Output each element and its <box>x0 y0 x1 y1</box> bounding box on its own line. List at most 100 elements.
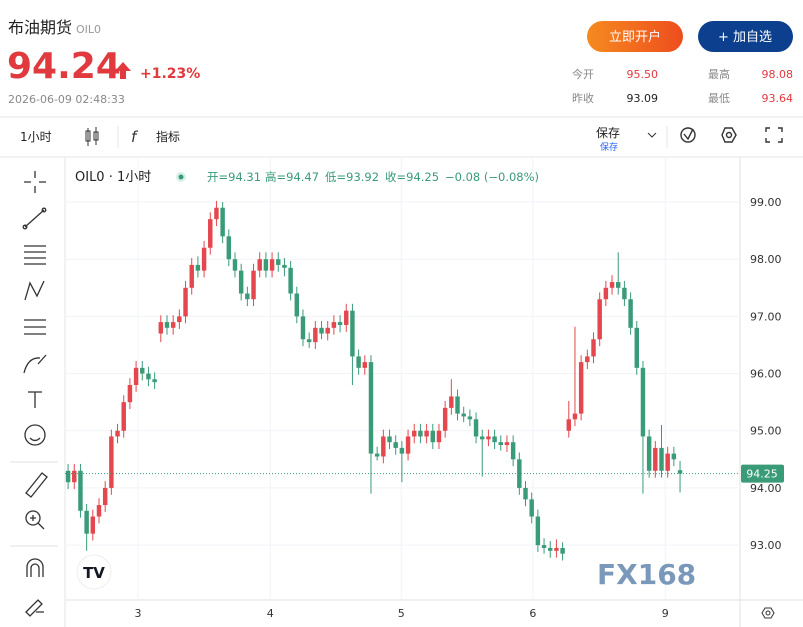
candle-body <box>449 396 454 408</box>
fullscreen-button[interactable] <box>765 127 783 143</box>
settings-button[interactable] <box>721 127 737 143</box>
y-tick-label: 95.00 <box>750 425 782 438</box>
candle-body <box>350 310 355 357</box>
candle-body <box>659 447 664 471</box>
stat-label: 今开 <box>572 67 594 81</box>
candle-body <box>591 339 596 357</box>
watchlist-button[interactable] <box>698 21 793 52</box>
legend-high: 高=94.47 <box>265 170 319 184</box>
candle-body <box>276 259 281 265</box>
candle-body <box>127 385 133 403</box>
candle-body <box>597 299 602 340</box>
candle-body <box>517 459 522 488</box>
timestamp: 2026-06-09 02:48:33 <box>8 93 125 106</box>
candle-body <box>405 436 411 454</box>
candle-body <box>96 505 102 517</box>
candle-body <box>616 282 621 288</box>
candle-body <box>263 259 269 271</box>
status-dot <box>178 174 184 180</box>
candle-body <box>65 470 71 483</box>
legend-change: −0.08 (−0.08%) <box>445 170 539 184</box>
candle-body <box>257 259 262 271</box>
save-button[interactable]: 保存 <box>596 126 620 140</box>
y-tick-label: 96.00 <box>750 368 782 381</box>
stat-label: 最高 <box>708 67 730 81</box>
candle-body <box>585 356 590 363</box>
legend-symbol: OIL0 · 1小时 <box>75 170 151 185</box>
svg-text:TV: TV <box>83 564 105 582</box>
interval-button[interactable]: 1小时 <box>20 130 52 144</box>
candle-body <box>282 264 287 268</box>
candle-body <box>424 430 429 437</box>
open-account-button[interactable] <box>587 21 683 52</box>
candle-body <box>498 442 504 446</box>
candle-body <box>195 264 201 271</box>
candle-body <box>319 327 324 334</box>
candle-body <box>461 413 466 417</box>
candle-body <box>72 470 77 483</box>
candle-body <box>634 327 639 368</box>
y-tick-label: 99.00 <box>750 196 782 209</box>
candle-body <box>535 516 541 546</box>
indicators-button[interactable]: 指标 <box>156 129 180 144</box>
y-tick-label: 97.00 <box>750 310 782 323</box>
candle-body <box>325 327 330 334</box>
candle-body <box>269 259 275 271</box>
candle-body <box>306 339 312 343</box>
candle-body <box>133 367 139 386</box>
last-price-box <box>741 464 784 483</box>
candles <box>65 200 740 561</box>
candle-body <box>467 416 473 420</box>
axis-settings[interactable] <box>761 607 775 619</box>
change-pct: +1.23% <box>140 66 200 82</box>
candle-body <box>102 487 108 506</box>
candle-body <box>554 547 559 551</box>
candle-body <box>374 453 380 457</box>
save-status: 保存 <box>600 141 618 153</box>
candle-body <box>480 436 485 440</box>
candle-body <box>486 436 491 440</box>
candle-body <box>158 322 164 334</box>
candle-body <box>183 287 188 317</box>
candle-body <box>238 270 244 294</box>
candle-body <box>523 487 528 500</box>
legend-low: 低=93.92 <box>325 170 379 184</box>
x-tick-label: 5 <box>398 607 405 620</box>
candle-body <box>529 499 534 517</box>
candle-body <box>220 207 225 237</box>
candle-body <box>387 436 392 443</box>
candle-body <box>170 322 176 328</box>
candle-body <box>208 219 213 248</box>
candle-body <box>640 367 646 437</box>
candle-body <box>121 402 126 431</box>
candle-body <box>609 282 615 288</box>
stat-value: 93.64 <box>762 92 794 105</box>
title: 布油期货 <box>8 18 72 37</box>
candle-body <box>572 413 578 420</box>
fx-icon[interactable]: f <box>131 128 139 146</box>
x-tick-label: 9 <box>662 607 669 620</box>
chart-type-button[interactable] <box>85 127 99 146</box>
candle-body <box>665 453 670 471</box>
candle-body <box>294 293 300 317</box>
legend-open: 开=94.31 <box>207 170 261 184</box>
candle-body <box>201 247 207 271</box>
candle-body <box>368 362 374 454</box>
candle-body <box>245 293 250 300</box>
save-menu[interactable] <box>647 132 657 138</box>
snapshot-button[interactable] <box>680 127 696 143</box>
stat-label: 最低 <box>708 92 730 105</box>
candle-body <box>226 236 232 260</box>
drawing-tools[interactable] <box>10 171 58 617</box>
candle-body <box>214 207 219 220</box>
candle-body <box>399 447 405 454</box>
tradingview-logo: TV <box>76 554 112 590</box>
candle-body <box>455 396 460 414</box>
stat-value: 98.08 <box>762 68 794 81</box>
candle-body <box>560 547 565 554</box>
y-tick-label: 93.00 <box>750 539 782 552</box>
candle-body <box>337 322 343 325</box>
candle-body <box>78 470 83 511</box>
candle-body <box>510 442 516 460</box>
